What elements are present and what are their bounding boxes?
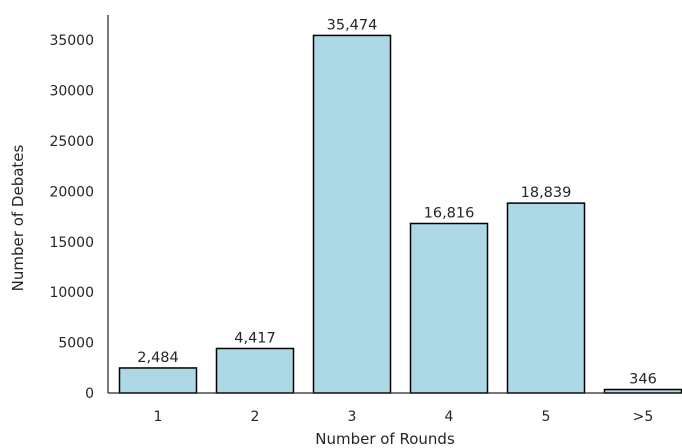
y-tick-label: 0 <box>85 386 94 402</box>
bar-group <box>118 34 682 394</box>
bar-4 <box>409 222 489 394</box>
bar-value-label: 4,417 <box>234 330 276 346</box>
bar-value-label: 346 <box>629 372 657 388</box>
x-tick-label: 1 <box>154 409 163 425</box>
x-tick-labels: 1 2 3 4 5 >5 <box>154 409 654 425</box>
y-tick-label: 25000 <box>49 134 94 150</box>
bar-value-label: 16,816 <box>424 205 475 221</box>
y-axis-title: Number of Debates <box>9 144 27 291</box>
data-label-group: 2,484 4,417 35,474 16,816 18,839 346 <box>137 17 657 387</box>
bar-value-label: 35,474 <box>327 17 378 33</box>
x-tick-label: >5 <box>633 409 654 425</box>
bar-2 <box>215 347 295 394</box>
x-tick-label: 2 <box>251 409 260 425</box>
y-tick-label: 35000 <box>49 33 94 49</box>
x-tick-label: 3 <box>348 409 357 425</box>
bar-value-label: 2,484 <box>137 350 179 366</box>
bar-1 <box>118 367 198 394</box>
y-tick-label: 10000 <box>49 285 94 301</box>
y-tick-label: 5000 <box>58 336 94 352</box>
bar-3 <box>312 34 392 394</box>
x-axis-title: Number of Rounds <box>315 430 455 448</box>
y-tick-labels: 0 5000 10000 15000 20000 25000 30000 35000 <box>49 33 94 402</box>
bar-5 <box>506 202 586 394</box>
x-tick-label: 5 <box>542 409 551 425</box>
y-tick-label: 15000 <box>49 235 94 251</box>
y-tick-label: 30000 <box>49 84 94 100</box>
y-tick-label: 20000 <box>49 184 94 200</box>
bar-value-label: 18,839 <box>521 185 572 201</box>
x-tick-label: 4 <box>445 409 454 425</box>
